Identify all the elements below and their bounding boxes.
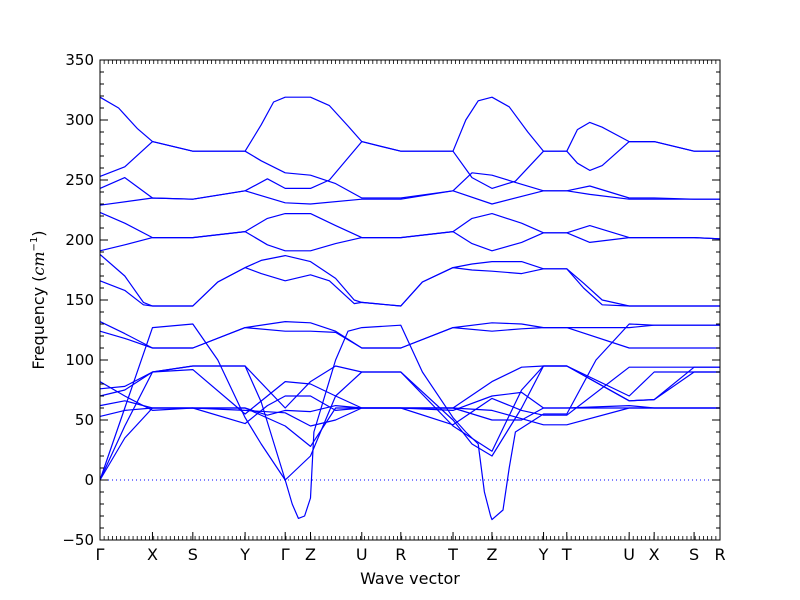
x-tick-label: Γ bbox=[281, 545, 290, 564]
band-line-10 bbox=[99, 327, 720, 349]
band-line-6 bbox=[99, 231, 721, 252]
band-line-18 bbox=[99, 365, 720, 452]
y-tick-label: 100 bbox=[65, 351, 94, 369]
x-tick-label: T bbox=[447, 545, 458, 564]
x-tick-label: S bbox=[689, 545, 699, 564]
band-line-12 bbox=[99, 365, 720, 481]
x-axis-label: Wave vector bbox=[360, 569, 460, 588]
y-tick-label: 300 bbox=[65, 111, 94, 129]
x-tick-label: Z bbox=[486, 545, 497, 564]
x-tick-label: Y bbox=[538, 545, 549, 564]
y-tick-label: 200 bbox=[65, 231, 94, 249]
band-line-11 bbox=[99, 323, 720, 521]
y-tick-label: 250 bbox=[65, 171, 94, 189]
y-axis-label-text: Frequency ( bbox=[29, 276, 48, 370]
x-tick-label: R bbox=[714, 545, 725, 564]
band-line-15 bbox=[99, 366, 720, 426]
x-tick-label: Z bbox=[305, 545, 316, 564]
y-axis-label-exponent: −1 bbox=[29, 237, 40, 252]
band-line-17 bbox=[99, 391, 720, 427]
band-line-3 bbox=[99, 141, 720, 200]
x-tick-label: Γ bbox=[96, 545, 105, 564]
x-tick-label: S bbox=[188, 545, 198, 564]
y-axis-label-unit: cm bbox=[29, 251, 48, 275]
x-tick-label: U bbox=[623, 545, 635, 564]
y-tick-label: 0 bbox=[84, 471, 94, 489]
band-line-13 bbox=[99, 407, 720, 481]
x-tick-label: X bbox=[649, 545, 660, 564]
x-tick-label: Y bbox=[239, 545, 250, 564]
band-line-14 bbox=[99, 365, 720, 415]
y-axis-label-close: ) bbox=[29, 230, 48, 236]
x-tick-label: U bbox=[356, 545, 368, 564]
y-tick-label: −50 bbox=[62, 531, 94, 549]
y-axis-ticks: −50 0 50 100 150 200 250 300 350 bbox=[62, 51, 720, 549]
x-tick-label: R bbox=[395, 545, 406, 564]
axes-frame bbox=[99, 59, 721, 541]
band-line-2 bbox=[99, 141, 720, 200]
y-tick-label: 350 bbox=[65, 51, 94, 69]
band-line-7 bbox=[99, 253, 720, 307]
band-line-5 bbox=[99, 211, 721, 240]
series-lines bbox=[99, 96, 721, 521]
band-line-4 bbox=[99, 190, 720, 206]
y-tick-label: 150 bbox=[65, 291, 94, 309]
x-tick-label: T bbox=[561, 545, 572, 564]
y-axis-label: Frequency (cm−1) bbox=[29, 230, 48, 369]
y-tick-label: 50 bbox=[75, 411, 94, 429]
x-tick-label: X bbox=[147, 545, 158, 564]
band-line-8 bbox=[99, 267, 720, 307]
